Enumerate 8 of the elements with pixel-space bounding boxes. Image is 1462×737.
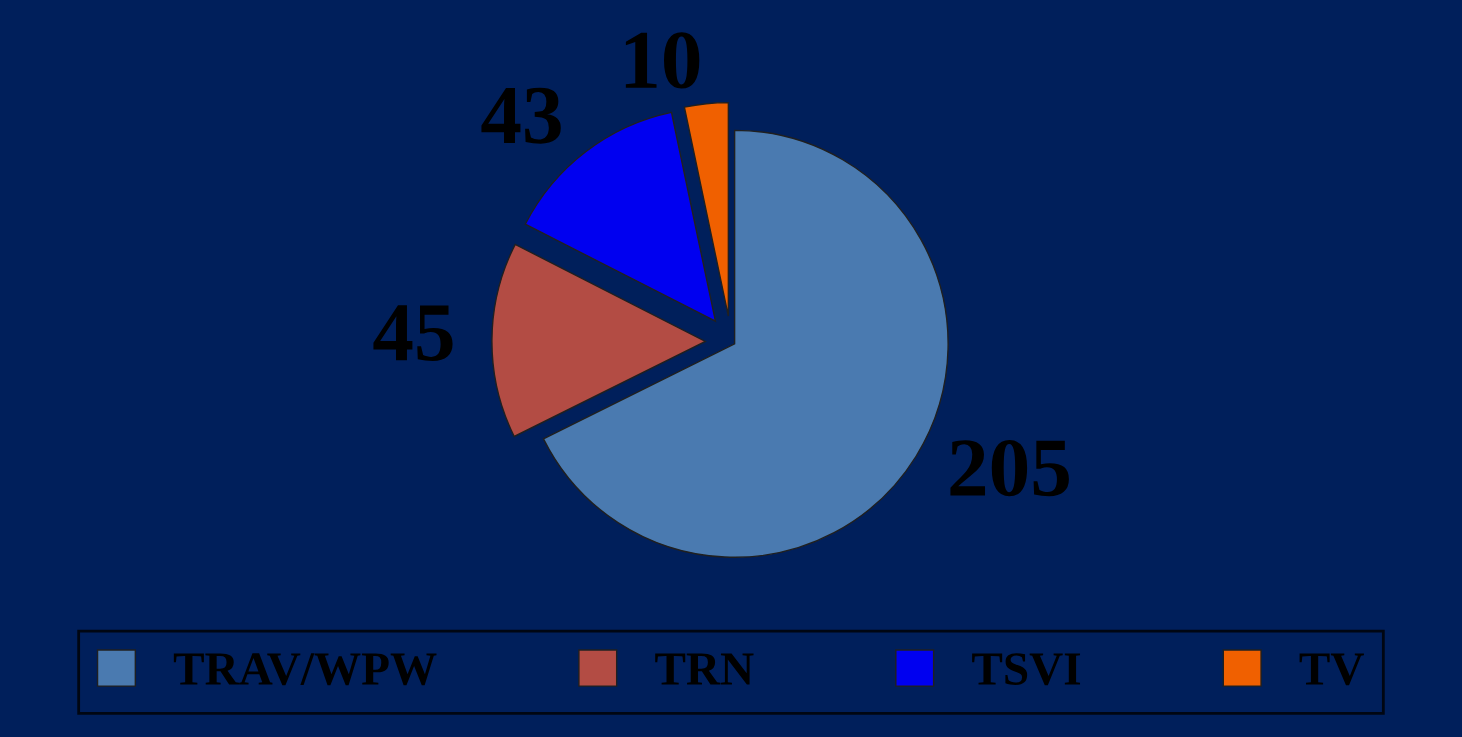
- legend-label: TRAV/WPW: [173, 653, 437, 686]
- data-label: 45: [373, 305, 453, 361]
- legend-label: TRN: [655, 653, 754, 685]
- data-label: 43: [481, 87, 561, 144]
- data-label: 205: [950, 439, 1069, 497]
- legend-label: TSVI: [972, 653, 1081, 686]
- data-label: 10: [625, 32, 700, 89]
- legend-label: TV: [1299, 653, 1364, 686]
